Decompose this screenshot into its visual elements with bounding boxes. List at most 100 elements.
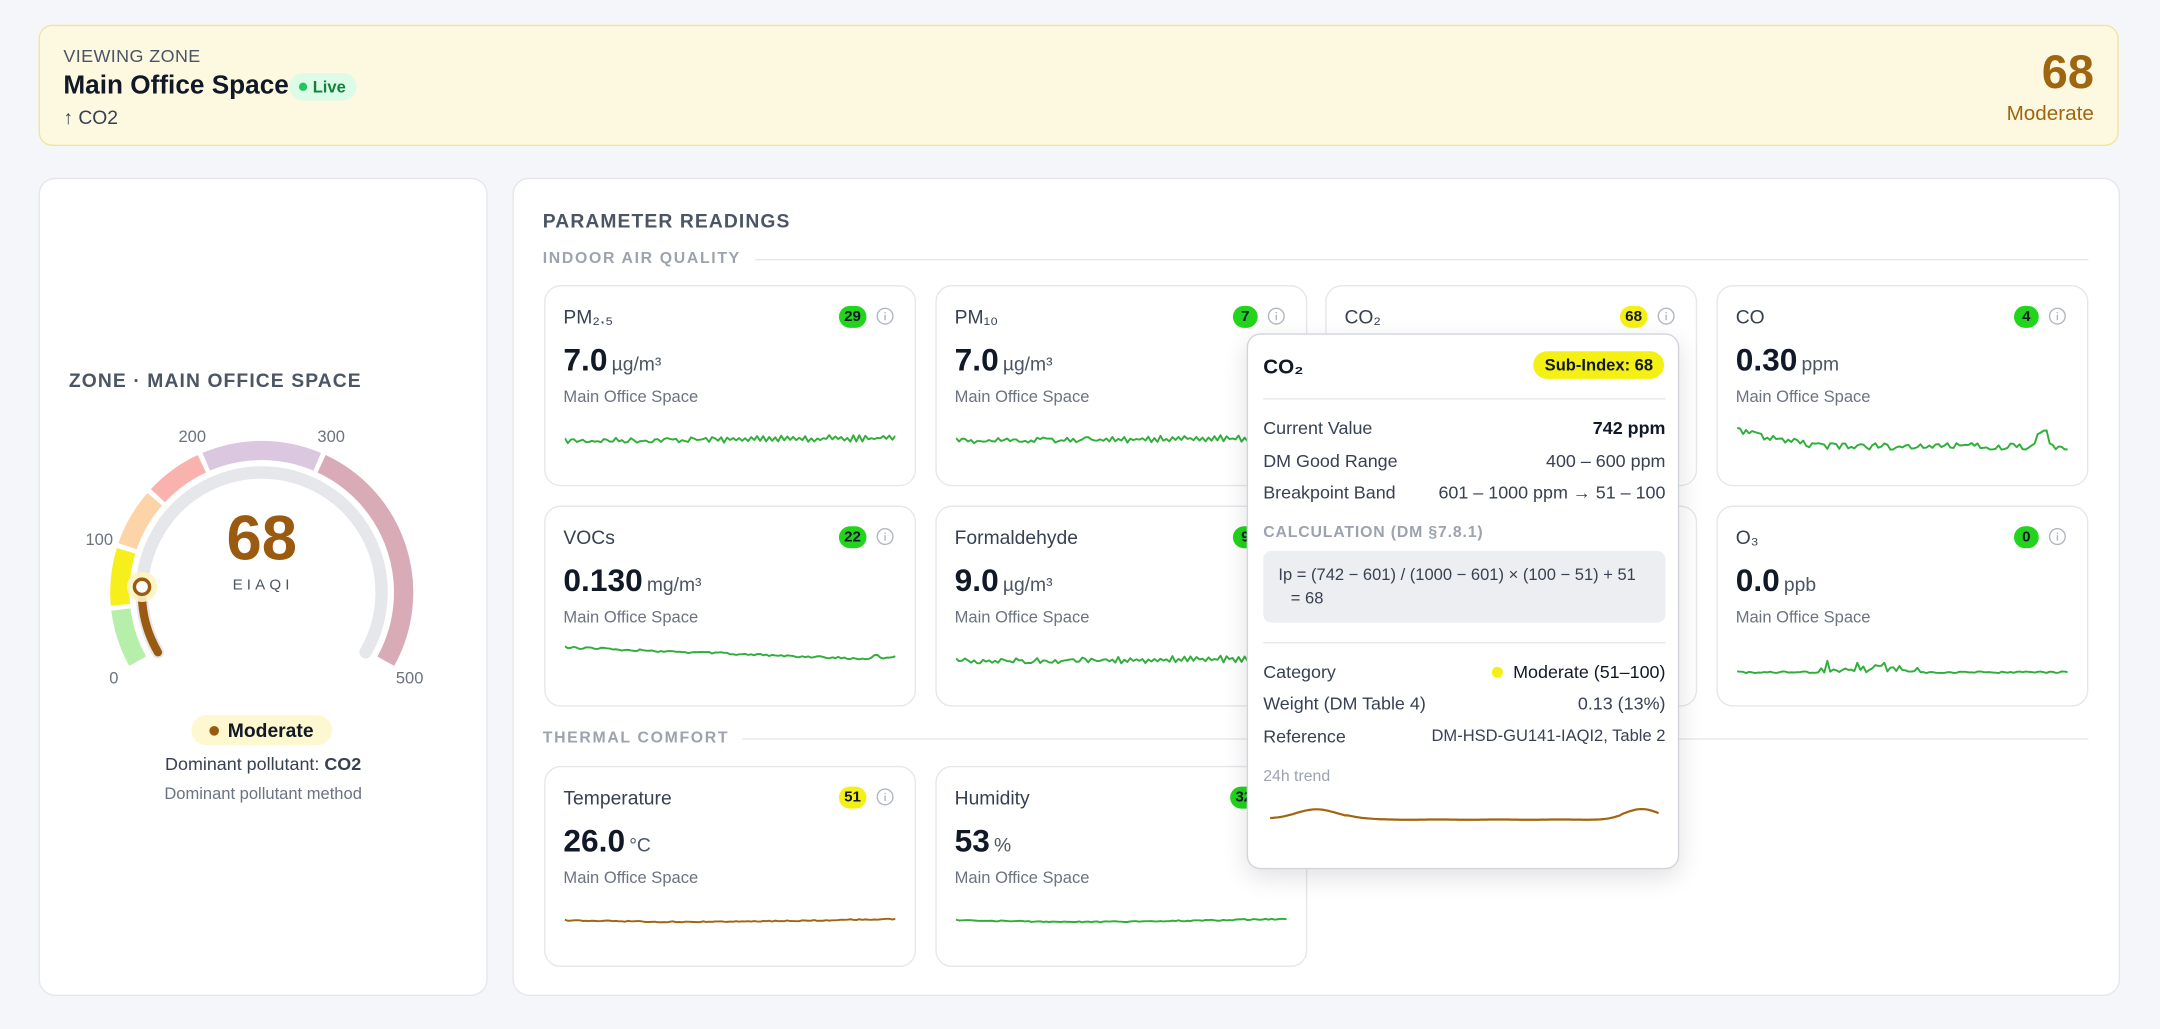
calc-line: Ip = (742 − 601) / (1000 − 601) × (100 −… bbox=[1278, 564, 1636, 585]
sub-index-badge: 4 bbox=[2013, 305, 2039, 328]
eyebrow: VIEWING ZONE bbox=[63, 45, 201, 67]
card-value-wrap: 0.0 ppb bbox=[1736, 562, 1816, 599]
info-dot bbox=[884, 792, 886, 795]
tooltip-badge: Sub-Index: 68 bbox=[1533, 351, 1665, 379]
trend-label: 24h trend bbox=[1263, 768, 1331, 786]
reading-card: Temperature 51 26.0 °C Main Office Space bbox=[544, 765, 917, 968]
row-value-wrap: Moderate (51–100) bbox=[1492, 661, 1665, 682]
zone-name: Main Office Space bbox=[63, 71, 289, 101]
reading-card: O₃ 0 0.0 ppb Main Office Space bbox=[1716, 505, 2089, 707]
tooltip: CO₂ Sub-Index: 68 Current Value 742 ppm D… bbox=[1246, 333, 1680, 870]
gauge-value: 68 bbox=[226, 503, 296, 573]
gauge-band bbox=[150, 454, 207, 503]
info-dot bbox=[2056, 312, 2059, 314]
sparkline bbox=[1737, 426, 2068, 451]
trend-chart bbox=[1270, 807, 1659, 821]
sub-index-badge: 29 bbox=[838, 305, 867, 328]
live-badge: Live bbox=[289, 73, 357, 101]
gauge: 0 100 200 300 500 68 EIAQI bbox=[85, 427, 424, 687]
tooltip-row: Category Moderate (51–100) bbox=[1263, 661, 1665, 682]
score-category: Moderate bbox=[2006, 101, 2094, 126]
calc-box: Ip = (742 − 601) / (1000 − 601) × (100 −… bbox=[1263, 551, 1666, 623]
card-location: Main Office Space bbox=[563, 387, 699, 407]
sparkline bbox=[564, 917, 896, 924]
sparkline-path bbox=[956, 654, 1287, 665]
card-unit: µg/m³ bbox=[611, 352, 662, 375]
card-value-wrap: 26.0 °C bbox=[563, 822, 650, 859]
info-ring bbox=[2048, 307, 2066, 325]
info-stem bbox=[884, 795, 886, 802]
info-stem bbox=[884, 314, 886, 321]
sub-index-badge: 68 bbox=[1619, 305, 1648, 328]
info-dot bbox=[2056, 532, 2059, 534]
reading-card: PM₁₀ 7 7.0 µg/m³ Main Office Space bbox=[935, 285, 1308, 487]
tooltip-row: Current Value 742 ppm bbox=[1263, 417, 1665, 438]
row-value: 0.13 (13%) bbox=[1577, 692, 1666, 714]
dominant-value: CO2 bbox=[324, 753, 362, 775]
reading-card: VOCs 22 0.130 mg/m³ Main Office Space bbox=[544, 505, 917, 707]
card-name: Formaldehyde bbox=[954, 526, 1078, 549]
gauge-tick-label: 500 bbox=[396, 668, 424, 687]
info-stem bbox=[2056, 535, 2059, 541]
gauge-band bbox=[118, 492, 163, 550]
gauge-band bbox=[317, 454, 414, 666]
dominant: ↑ CO2 bbox=[63, 106, 119, 129]
info-ring bbox=[1657, 307, 1675, 325]
info-icon bbox=[876, 528, 894, 546]
card-name: VOCs bbox=[563, 526, 615, 549]
calc-title: CALCULATION (DM §7.8.1) bbox=[1263, 524, 1484, 542]
card-name: CO bbox=[1735, 305, 1765, 328]
card-value-wrap: 7.0 µg/m³ bbox=[955, 342, 1053, 379]
sub-index-badge: 51 bbox=[838, 786, 867, 809]
card-name: O₃ bbox=[1735, 526, 1759, 549]
sparkline-path bbox=[564, 434, 896, 445]
info-icon bbox=[1657, 307, 1675, 325]
gauge-tick-label: 100 bbox=[85, 530, 113, 549]
gauge-tick-label: 0 bbox=[109, 668, 118, 687]
sparkline-path bbox=[956, 434, 1287, 445]
card-unit: °C bbox=[629, 833, 651, 856]
info-dot bbox=[884, 312, 886, 314]
reading-card: Formaldehyde 9 9.0 µg/m³ Main Office Space bbox=[935, 505, 1308, 707]
sparkline bbox=[564, 645, 896, 661]
info-stem bbox=[1665, 314, 1667, 321]
info-ring bbox=[1267, 307, 1285, 325]
card-name: Temperature bbox=[563, 786, 672, 809]
row-label: Breakpoint Band bbox=[1263, 482, 1396, 503]
card-name: PM₂.₅ bbox=[563, 305, 613, 328]
info-ring bbox=[876, 788, 894, 806]
sparkline bbox=[956, 917, 1287, 924]
gauge-tick-label: 300 bbox=[317, 427, 345, 446]
sparkline bbox=[956, 434, 1287, 445]
card-unit: ppb bbox=[1783, 573, 1817, 596]
info-dot bbox=[1665, 312, 1667, 314]
zone-banner: VIEWING ZONE Main Office Space Live ↑ CO… bbox=[38, 24, 2119, 147]
sub-index-badge: 22 bbox=[838, 526, 867, 549]
card-unit: mg/m³ bbox=[646, 573, 702, 596]
row-label: Current Value bbox=[1263, 417, 1373, 439]
info-icon bbox=[876, 788, 894, 806]
trend-path bbox=[1270, 807, 1659, 821]
card-value: 53 bbox=[954, 822, 990, 859]
readings-title: PARAMETER READINGS bbox=[542, 209, 791, 232]
reading-card: PM₂.₅ 29 7.0 µg/m³ Main Office Space bbox=[544, 285, 917, 487]
sparkline bbox=[956, 654, 1287, 665]
gauge-band bbox=[111, 608, 147, 666]
card-value: 26.0 bbox=[563, 822, 626, 859]
category: Moderate bbox=[227, 719, 314, 742]
info-dot bbox=[884, 532, 886, 534]
card-name: Humidity bbox=[954, 786, 1030, 809]
card-value-wrap: 7.0 µg/m³ bbox=[563, 342, 661, 379]
card-value: 7.0 bbox=[563, 341, 608, 378]
info-ring bbox=[876, 307, 894, 325]
tooltip-row: DM Good Range 400 – 600 ppm bbox=[1263, 450, 1665, 471]
score: 68 bbox=[2041, 46, 2094, 100]
card-location: Main Office Space bbox=[1735, 607, 1871, 627]
card-unit: µg/m³ bbox=[1002, 573, 1053, 596]
gauge-needle bbox=[132, 577, 152, 597]
row-label: DM Good Range bbox=[1263, 450, 1398, 472]
row-value: 400 – 600 ppm bbox=[1545, 450, 1666, 472]
tooltip-row: Weight (DM Table 4) 0.13 (13%) bbox=[1263, 693, 1665, 714]
card-value-wrap: 0.130 mg/m³ bbox=[563, 562, 701, 599]
tooltip-row: Breakpoint Band 601 – 1000 ppm → 51 – 100 bbox=[1263, 482, 1665, 503]
